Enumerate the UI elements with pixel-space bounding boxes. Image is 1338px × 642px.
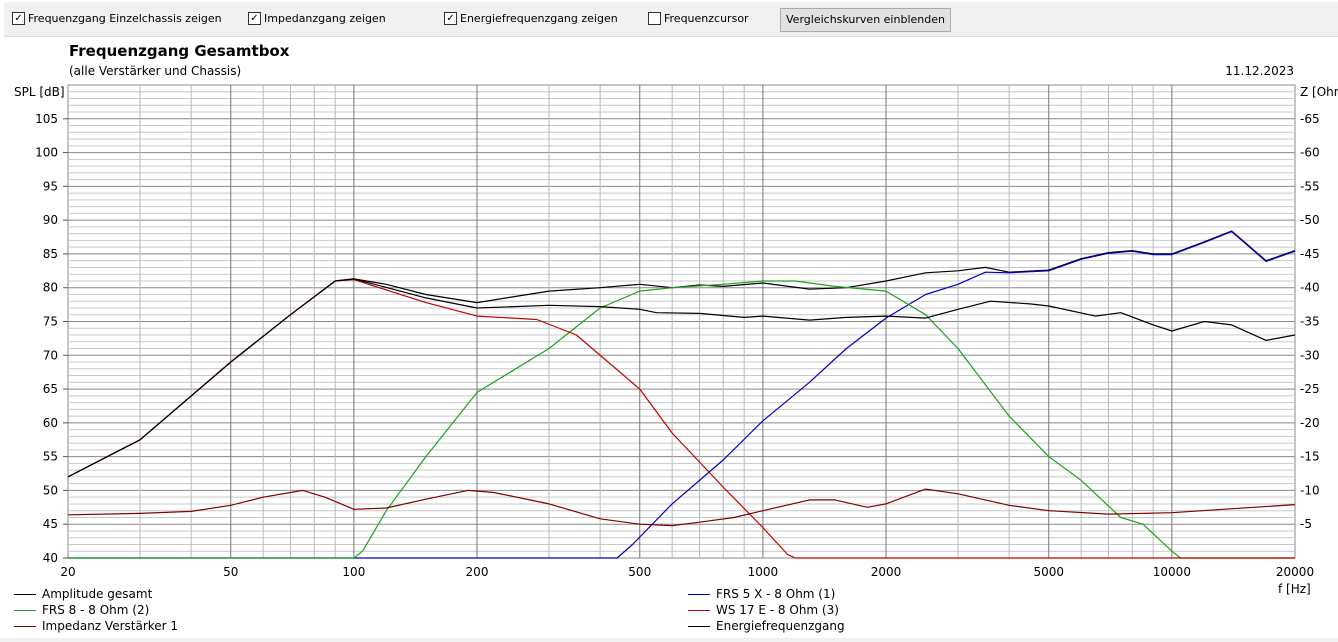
legend-entry: Impedanz Verstärker 1 — [14, 619, 178, 633]
checkbox-label: Frequenzgang Einzelchassis zeigen — [28, 12, 222, 25]
y2-tick-label: -65 — [1300, 112, 1320, 126]
legend-swatch — [14, 625, 36, 627]
series-line-frs-8-8-ohm-2 — [68, 280, 1295, 559]
legend-entry: FRS 5 X - 8 Ohm (1) — [688, 587, 835, 601]
x-tick-label: 20 — [60, 565, 75, 579]
y-tick-label: 70 — [43, 348, 58, 362]
chart-title: Frequenzgang Gesamtbox — [69, 42, 290, 60]
x-tick-label: 5000 — [1033, 565, 1064, 579]
legend-label: Energiefrequenzgang — [716, 619, 845, 633]
checkbox-checked-icon[interactable]: ✓ — [12, 12, 25, 25]
x-tick-label: 100 — [342, 565, 365, 579]
legend-swatch — [688, 609, 710, 611]
checkbox-unchecked-icon[interactable] — [648, 12, 661, 25]
y-tick-label: 80 — [43, 281, 58, 295]
y2-tick-label: -35 — [1300, 315, 1320, 329]
y2-tick-label: -45 — [1300, 247, 1320, 261]
legend-swatch — [14, 609, 36, 611]
legend-entry: Amplitude gesamt — [14, 587, 152, 601]
series-line-frs-5-x-8-ohm-1 — [68, 231, 1296, 559]
y2-axis-label: Z [Ohm] — [1300, 85, 1338, 99]
y-tick-label: 60 — [43, 416, 58, 430]
legend-swatch — [14, 593, 36, 595]
y2-tick-label: -20 — [1300, 416, 1320, 430]
legend-entry: WS 17 E - 8 Ohm (3) — [688, 603, 839, 617]
y2-tick-label: -25 — [1300, 382, 1320, 396]
show-comparison-curves-button[interactable]: Vergleichskurven einblenden — [780, 8, 951, 32]
y2-tick-label: -55 — [1300, 179, 1320, 193]
checkbox-frequency-cursor[interactable]: Frequenzcursor — [648, 12, 749, 25]
chart-date: 11.12.2023 — [1225, 64, 1294, 78]
legend-swatch — [688, 593, 710, 595]
checkbox-label: Impedanzgang zeigen — [264, 12, 386, 25]
y2-tick-label: -60 — [1300, 146, 1320, 160]
y-tick-label: 95 — [43, 179, 58, 193]
y-tick-label: 65 — [43, 382, 58, 396]
y-tick-label: 55 — [43, 450, 58, 464]
y-tick-label: 75 — [43, 315, 58, 329]
y-tick-label: 100 — [35, 146, 58, 160]
y2-tick-label: -15 — [1300, 450, 1320, 464]
y2-tick-label: -40 — [1300, 281, 1320, 295]
y2-tick-label: -10 — [1300, 483, 1320, 497]
legend-label: FRS 5 X - 8 Ohm (1) — [716, 587, 836, 601]
legend-entry: Energiefrequenzgang — [688, 619, 845, 633]
y2-tick-label: -50 — [1300, 213, 1320, 227]
x-tick-label: 20000 — [1276, 565, 1314, 579]
legend-entry: FRS 8 - 8 Ohm (2) — [14, 603, 149, 617]
x-tick-label: 50 — [223, 565, 238, 579]
legend-label: Impedanz Verstärker 1 — [42, 619, 179, 633]
checkbox-label: Energiefrequenzgang zeigen — [460, 12, 618, 25]
y-tick-label: 90 — [43, 213, 58, 227]
checkbox-show-driver-response[interactable]: ✓ Frequenzgang Einzelchassis zeigen — [12, 12, 222, 25]
bottom-border — [0, 638, 1338, 642]
y-tick-label: 105 — [35, 112, 58, 126]
x-axis-label: f [Hz] — [1278, 582, 1311, 596]
legend-swatch — [688, 625, 710, 627]
checkbox-show-energy-response[interactable]: ✓ Energiefrequenzgang zeigen — [444, 12, 618, 25]
y2-tick-label: -5 — [1300, 517, 1312, 531]
x-tick-label: 200 — [466, 565, 489, 579]
x-tick-label: 500 — [628, 565, 651, 579]
y-tick-label: 85 — [43, 247, 58, 261]
chart-subtitle: (alle Verstärker und Chassis) — [69, 64, 242, 78]
x-tick-label: 2000 — [871, 565, 902, 579]
legend-label: Amplitude gesamt — [42, 587, 153, 601]
options-toolbar: ✓ Frequenzgang Einzelchassis zeigen ✓ Impe… — [4, 2, 1338, 37]
series-line-amplitude-gesamt — [67, 230, 1296, 478]
x-tick-label: 1000 — [748, 565, 779, 579]
checkbox-checked-icon[interactable]: ✓ — [248, 12, 261, 25]
legend-label: FRS 8 - 8 Ohm (2) — [42, 603, 150, 617]
y-tick-label: 40 — [43, 551, 58, 565]
series-line-impedanz-verst-rker-1 — [67, 488, 1296, 527]
x-tick-label: 10000 — [1153, 565, 1191, 579]
y2-tick-label: -30 — [1300, 348, 1320, 362]
checkbox-show-impedance[interactable]: ✓ Impedanzgang zeigen — [248, 12, 386, 25]
legend-label: WS 17 E - 8 Ohm (3) — [716, 603, 839, 617]
y-axis-label: SPL [dB] — [14, 85, 65, 99]
series-line-energiefrequenzgang — [67, 278, 1296, 478]
checkbox-label: Frequenzcursor — [664, 12, 749, 25]
y-tick-label: 45 — [43, 517, 58, 531]
checkbox-checked-icon[interactable]: ✓ — [444, 12, 457, 25]
y-tick-label: 50 — [43, 483, 58, 497]
